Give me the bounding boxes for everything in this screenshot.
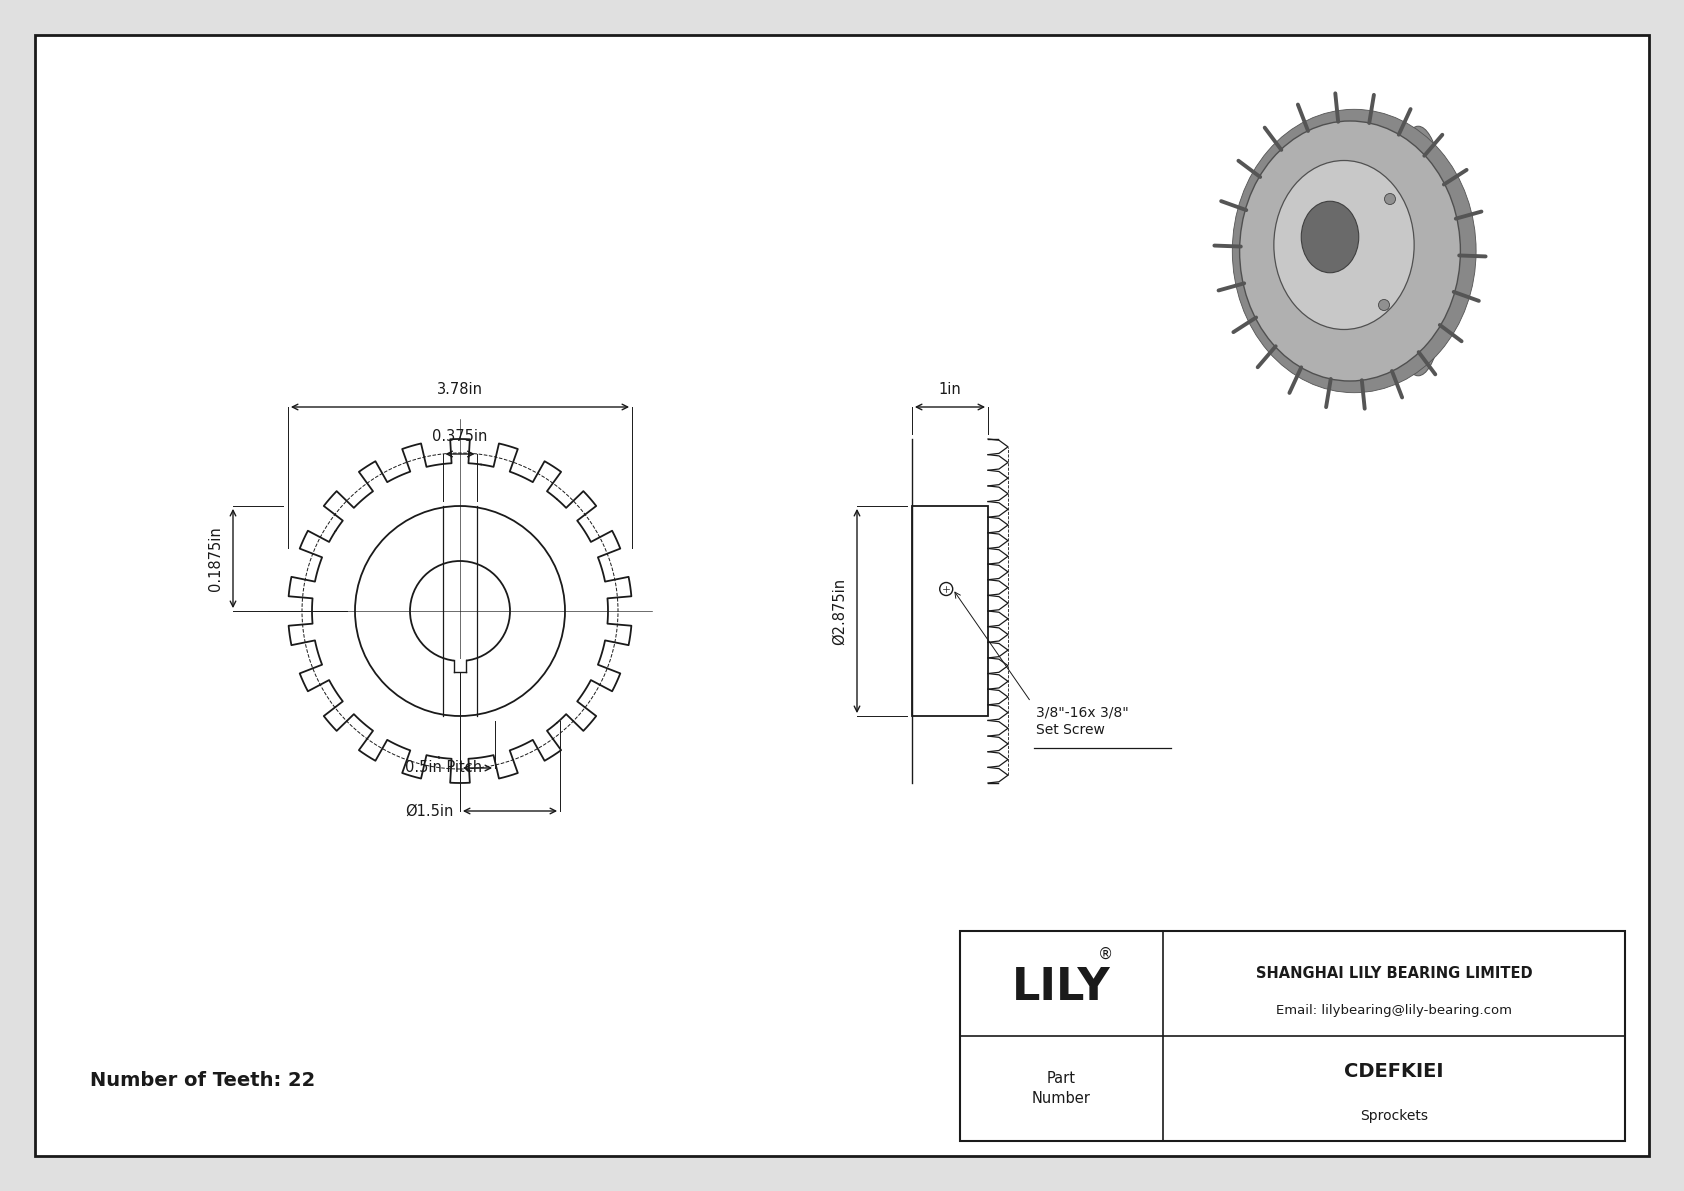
Text: Email: lilybearing@lily-bearing.com: Email: lilybearing@lily-bearing.com xyxy=(1276,1004,1512,1017)
Text: LILY: LILY xyxy=(1012,966,1111,1009)
Ellipse shape xyxy=(1388,126,1448,376)
Ellipse shape xyxy=(1239,121,1460,381)
Text: 3/8"-16x 3/8"
Set Screw: 3/8"-16x 3/8" Set Screw xyxy=(1036,706,1128,737)
Text: Part
Number: Part Number xyxy=(1032,1071,1091,1106)
Text: Number of Teeth: 22: Number of Teeth: 22 xyxy=(89,1072,315,1091)
Text: 3.78in: 3.78in xyxy=(438,382,483,397)
Text: CDEFKIEI: CDEFKIEI xyxy=(1344,1062,1443,1081)
Text: ®: ® xyxy=(1098,947,1113,962)
Ellipse shape xyxy=(1302,201,1359,273)
Ellipse shape xyxy=(1233,110,1477,393)
Text: Ø1.5in: Ø1.5in xyxy=(404,804,453,818)
Ellipse shape xyxy=(1273,161,1415,330)
Ellipse shape xyxy=(1393,168,1435,324)
Text: Sprockets: Sprockets xyxy=(1361,1109,1428,1123)
Bar xyxy=(960,931,1625,1141)
Circle shape xyxy=(1379,299,1389,311)
Text: SHANGHAI LILY BEARING LIMITED: SHANGHAI LILY BEARING LIMITED xyxy=(1256,966,1532,980)
Bar xyxy=(913,506,989,716)
Text: 0.5in Pitch: 0.5in Pitch xyxy=(404,761,482,775)
Text: 1in: 1in xyxy=(938,382,962,397)
Text: 0.1875in: 0.1875in xyxy=(209,526,222,591)
Text: 0.375in: 0.375in xyxy=(433,429,488,444)
Circle shape xyxy=(1384,193,1396,205)
Text: Ø2.875in: Ø2.875in xyxy=(832,578,847,644)
Bar xyxy=(455,659,466,672)
